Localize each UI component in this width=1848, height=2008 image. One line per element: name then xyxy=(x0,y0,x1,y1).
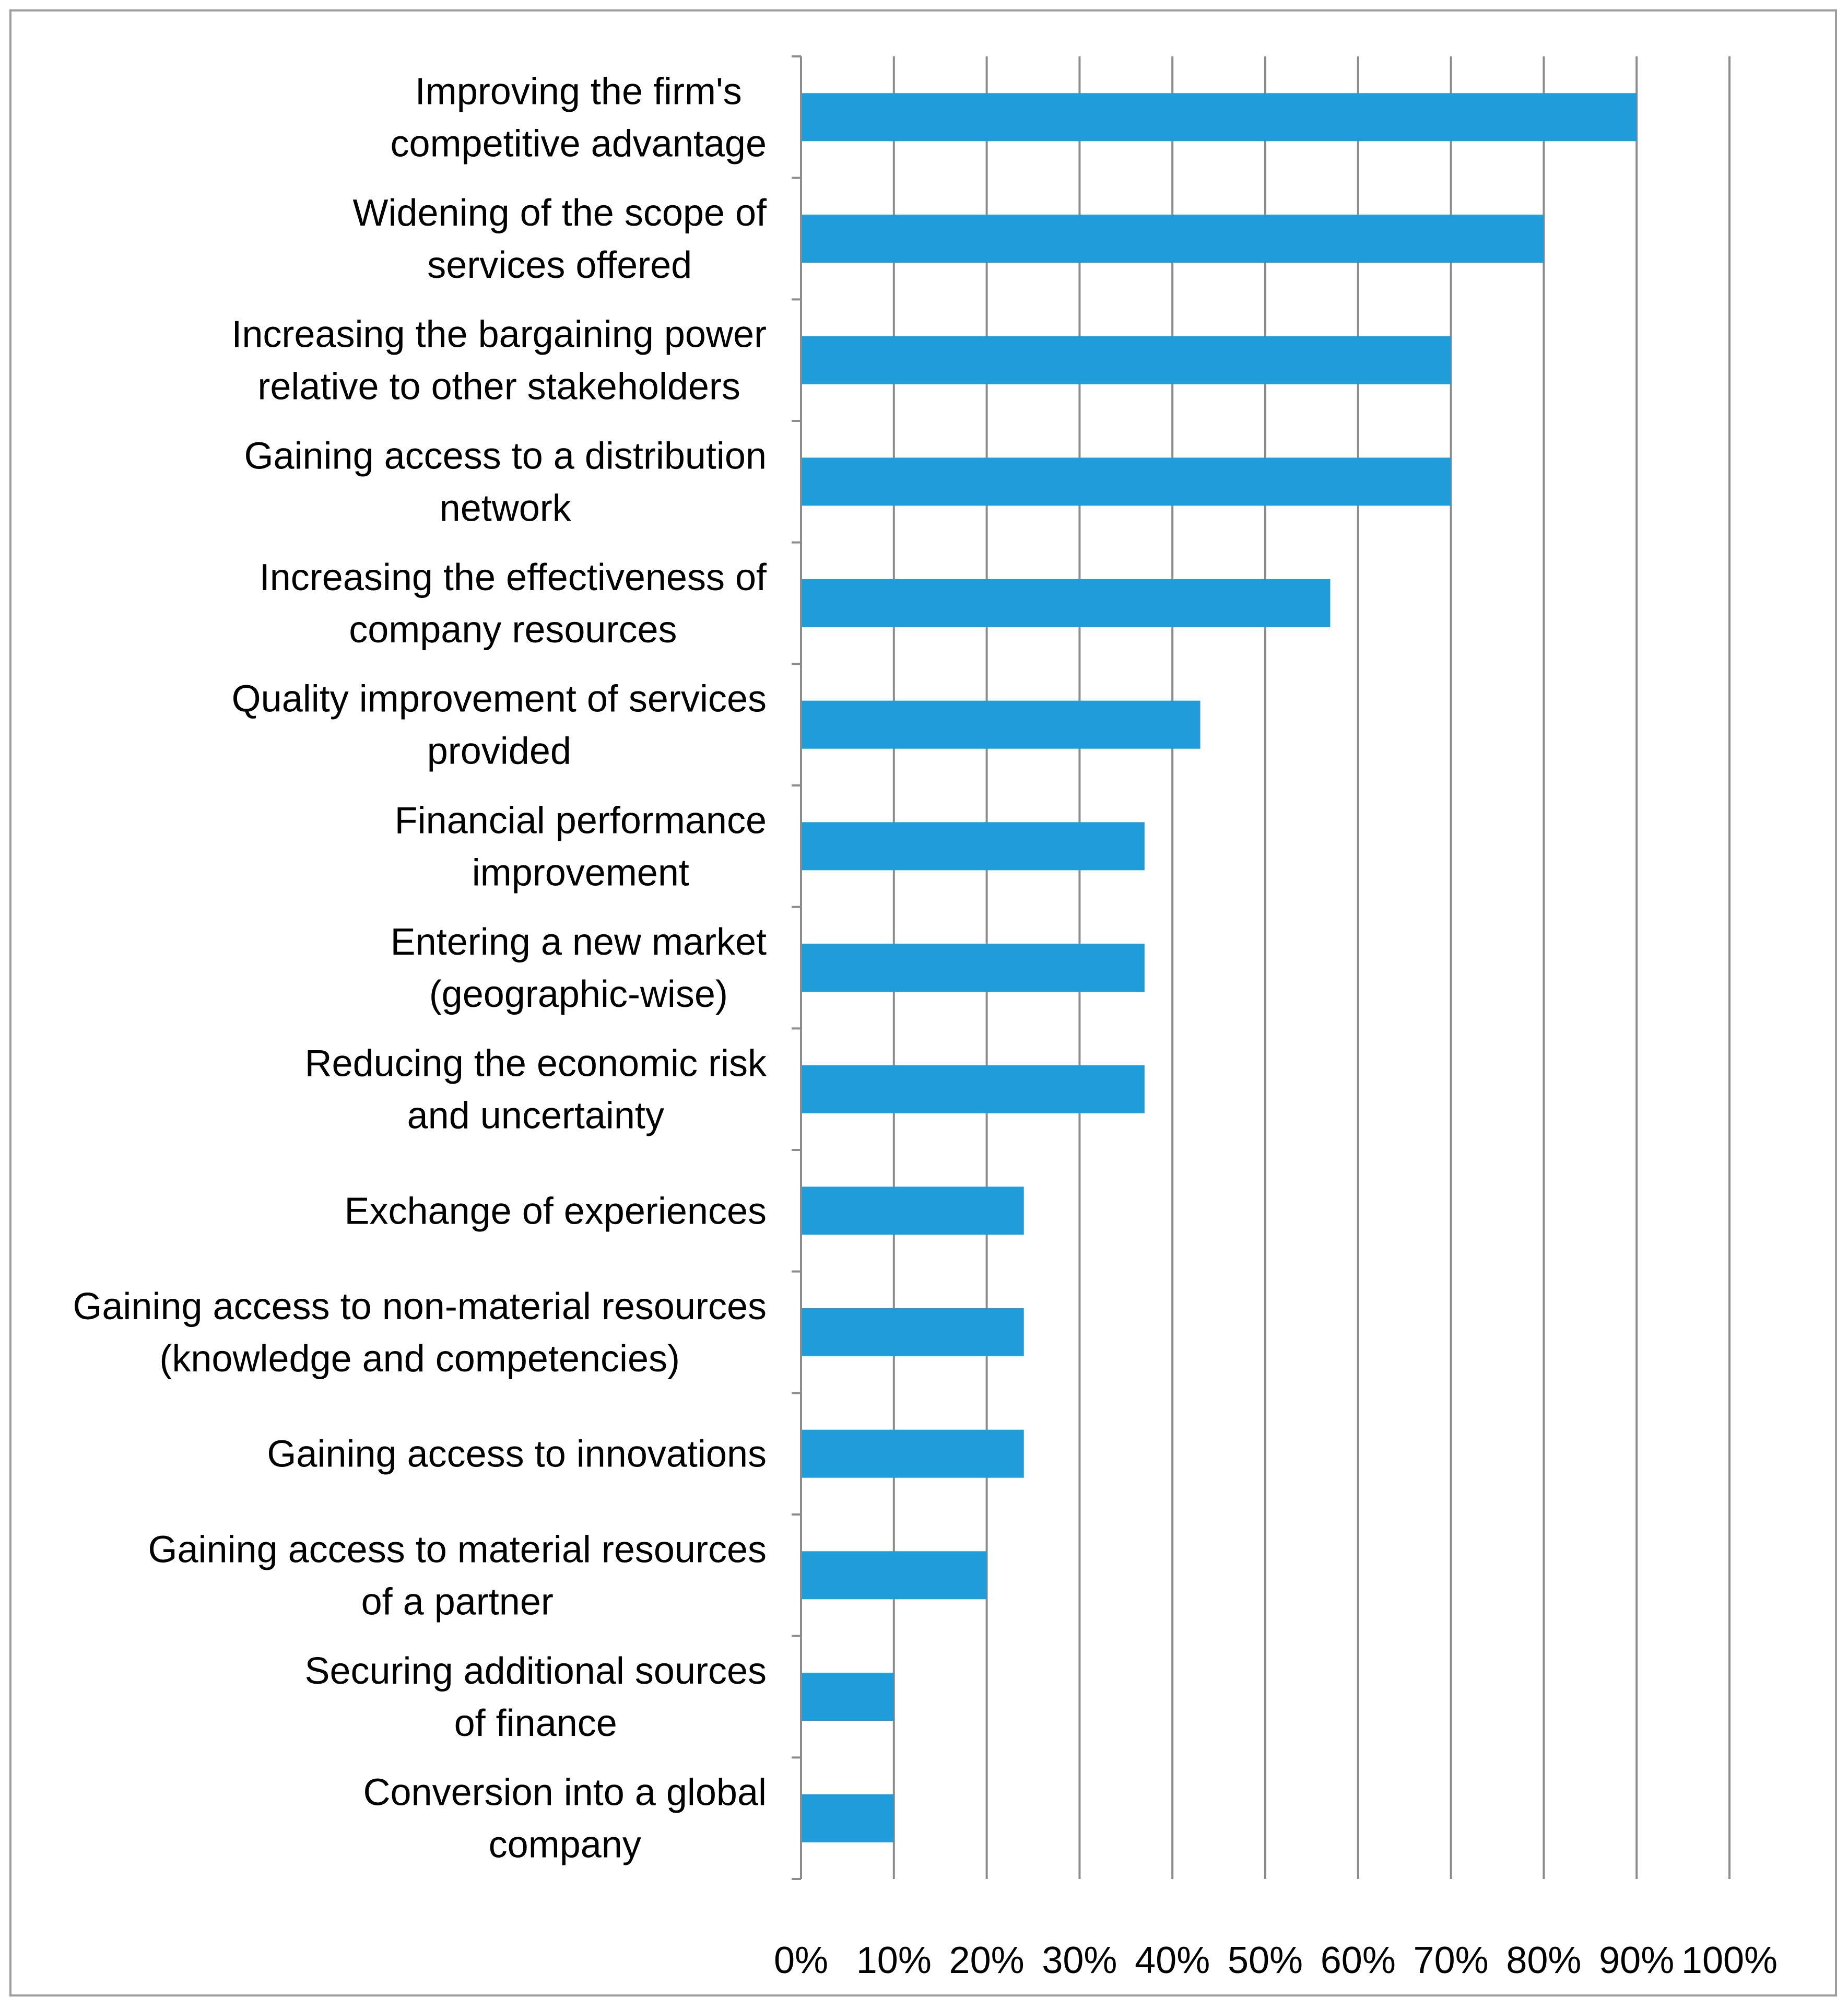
x-tick-label: 60% xyxy=(1321,1940,1396,1981)
bar xyxy=(801,700,1200,749)
category-label: Improving the firm's competitive advantag… xyxy=(391,71,767,165)
x-tick-label: 90% xyxy=(1599,1940,1674,1981)
bar xyxy=(801,1794,894,1842)
category-label-line: network xyxy=(440,487,572,529)
category-label: Gaining access to material resources of a… xyxy=(148,1529,767,1623)
bar xyxy=(801,1065,1145,1113)
bar xyxy=(801,1308,1024,1356)
category-label: Increasing the effectiveness of company r… xyxy=(260,557,767,651)
category-label-line: Securing additional sources xyxy=(304,1650,767,1692)
category-label-line: Gaining access to material resources xyxy=(148,1529,767,1570)
bar xyxy=(801,93,1637,142)
x-tick-label: 30% xyxy=(1042,1940,1117,1981)
x-tick-label: 100% xyxy=(1681,1940,1778,1981)
chart-frame: Improving the firm's competitive advantag… xyxy=(9,9,1837,1997)
x-tick-label: 70% xyxy=(1414,1940,1489,1981)
category-label: Gaining access to innovations xyxy=(267,1434,767,1475)
category-label-line: competitive advantage xyxy=(391,123,767,165)
category-label-line: (knowledge and competencies) xyxy=(159,1338,680,1380)
category-label-line: and uncertainty xyxy=(407,1095,664,1137)
category-label: Gaining access to a distribution network xyxy=(244,435,767,529)
category-label: Securing additional sources of finance xyxy=(304,1650,767,1744)
category-label-line: Conversion into a global xyxy=(363,1772,767,1814)
category-label-line: Reducing the economic risk xyxy=(305,1043,767,1085)
category-label-line: Gaining access to innovations xyxy=(267,1434,767,1475)
category-label: Exchange of experiences xyxy=(344,1190,767,1232)
category-label-line: provided xyxy=(427,731,571,772)
category-label-line: company xyxy=(489,1824,641,1866)
bar xyxy=(801,336,1451,384)
x-tick-label: 50% xyxy=(1228,1940,1303,1981)
category-label-line: Financial performance xyxy=(395,800,767,841)
category-axis xyxy=(792,55,802,1880)
category-label: Reducing the economic risk and uncertaint… xyxy=(305,1043,767,1137)
x-tick-label: 10% xyxy=(856,1940,932,1981)
category-label-line: Entering a new market xyxy=(391,921,767,963)
bar xyxy=(801,1551,987,1600)
bar xyxy=(801,215,1544,263)
bar xyxy=(801,457,1451,506)
x-tick-label: 20% xyxy=(949,1940,1025,1981)
category-labels: Improving the firm's competitive advantag… xyxy=(73,71,767,1865)
category-label-line: Gaining access to non-material resources xyxy=(73,1286,767,1328)
category-label: Conversion into a global company xyxy=(363,1772,767,1866)
category-label-line: services offered xyxy=(427,244,692,286)
category-label-line: Increasing the effectiveness of xyxy=(260,557,767,598)
category-label: Increasing the bargaining power relative … xyxy=(231,314,767,408)
bar xyxy=(801,1673,894,1721)
bar xyxy=(801,579,1331,627)
category-label-line: improvement xyxy=(472,852,689,894)
category-label-line: Widening of the scope of xyxy=(353,192,767,234)
x-axis-tick-labels: 0% 10% 20% 30% 40% 50% 60% 70% 80% 90% 100% xyxy=(774,1940,1778,1981)
category-label: Quality improvement of services provided xyxy=(232,678,767,772)
category-label-line: (geographic-wise) xyxy=(429,973,728,1015)
category-label: Financial performance improvement xyxy=(395,800,767,894)
bar xyxy=(801,822,1145,871)
x-tick-label: 40% xyxy=(1135,1940,1210,1981)
bar xyxy=(801,1429,1024,1478)
bar-chart: Improving the firm's competitive advantag… xyxy=(73,55,1778,1981)
category-label-line: relative to other stakeholders xyxy=(257,366,740,408)
category-label-line: Gaining access to a distribution xyxy=(244,435,767,477)
category-label-line: Increasing the bargaining power xyxy=(231,314,767,356)
category-label: Gaining access to non-material resources… xyxy=(73,1286,767,1380)
category-label: Widening of the scope of services offered xyxy=(353,192,767,286)
bar xyxy=(801,944,1145,992)
category-label-line: of finance xyxy=(454,1702,617,1744)
category-label-line: Quality improvement of services xyxy=(232,678,767,720)
bar xyxy=(801,1187,1024,1235)
category-label-line: Improving the firm's xyxy=(415,71,742,112)
x-tick-label: 0% xyxy=(774,1940,828,1981)
x-tick-label: 80% xyxy=(1506,1940,1581,1981)
bars xyxy=(801,93,1637,1842)
category-label-line: company resources xyxy=(349,609,677,651)
category-label-line: of a partner xyxy=(361,1581,554,1623)
category-label-line: Exchange of experiences xyxy=(344,1190,767,1232)
category-label: Entering a new market (geographic-wise) xyxy=(391,921,767,1015)
